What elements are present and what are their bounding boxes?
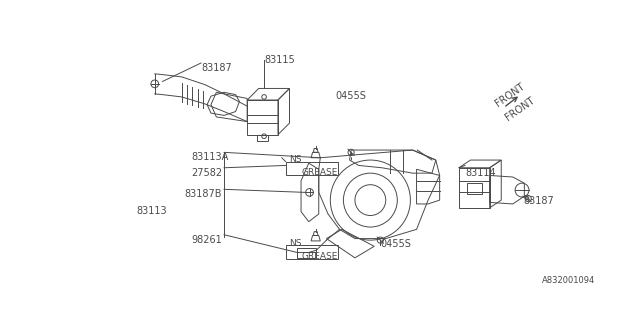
Text: 83187: 83187 <box>524 196 554 206</box>
Text: NS: NS <box>289 156 302 164</box>
Text: FRONT: FRONT <box>504 96 536 123</box>
Text: GREASE: GREASE <box>301 252 337 261</box>
Text: 83113A: 83113A <box>192 152 229 162</box>
Text: 98261: 98261 <box>192 235 223 245</box>
Text: NS: NS <box>289 239 302 248</box>
Text: 0455S: 0455S <box>336 91 367 101</box>
Text: 83115: 83115 <box>264 55 295 65</box>
Text: 83187B: 83187B <box>184 189 221 199</box>
Text: 83187: 83187 <box>201 63 232 73</box>
Bar <box>285 245 338 259</box>
Text: 0455S: 0455S <box>380 239 412 249</box>
Text: GREASE: GREASE <box>301 168 337 177</box>
Bar <box>285 162 338 175</box>
Text: FRONT: FRONT <box>493 81 527 108</box>
Text: 27582: 27582 <box>192 168 223 178</box>
Text: 83113: 83113 <box>136 206 167 216</box>
Text: 83114: 83114 <box>465 168 496 178</box>
Text: A832001094: A832001094 <box>542 276 595 284</box>
